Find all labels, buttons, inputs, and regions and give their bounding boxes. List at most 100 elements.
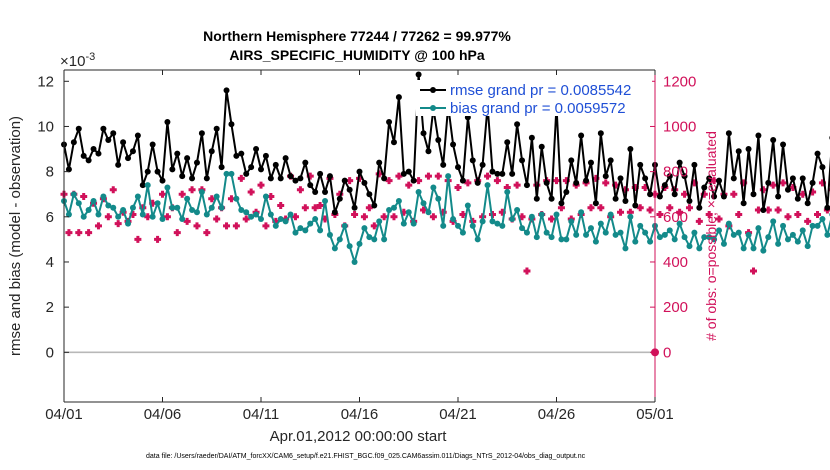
rmse-point xyxy=(85,157,92,164)
rmse-point xyxy=(543,179,550,186)
rmse-point xyxy=(100,125,107,132)
rmse-point xyxy=(523,182,530,189)
rmse-point xyxy=(568,157,575,164)
rmse-point xyxy=(780,141,787,148)
obs-marker xyxy=(178,190,186,198)
rmse-point xyxy=(331,209,338,216)
rmse-point xyxy=(381,175,388,182)
obs-marker xyxy=(114,220,122,228)
obs-marker xyxy=(636,204,644,212)
bias-point xyxy=(784,236,791,243)
bias-point xyxy=(95,211,102,218)
bias-point xyxy=(519,225,526,232)
bias-point xyxy=(154,200,161,207)
rmse-point xyxy=(164,118,171,125)
obs-marker xyxy=(277,202,285,210)
rmse-point xyxy=(159,177,166,184)
rmse-point xyxy=(489,168,496,175)
bias-point xyxy=(706,234,713,241)
obs-marker xyxy=(553,177,560,185)
y2-tick-label: 1200 xyxy=(663,73,696,90)
bias-point xyxy=(637,222,644,229)
obs-marker xyxy=(262,222,270,230)
obs-marker xyxy=(321,215,329,223)
rmse-point xyxy=(578,132,585,139)
bias-point xyxy=(474,236,481,243)
rmse-point xyxy=(105,137,112,144)
y2-tick-label: 400 xyxy=(663,254,688,271)
rmse-point xyxy=(696,204,703,211)
bias-point xyxy=(573,231,580,238)
bias-point xyxy=(804,243,811,250)
y2-axis-label: # of obs: o=possible; ×=evaluated xyxy=(703,131,719,341)
rmse-point xyxy=(272,161,279,168)
obs-marker xyxy=(203,229,211,237)
obs-marker xyxy=(676,208,684,216)
obs-marker xyxy=(592,174,600,182)
bias-point xyxy=(661,231,668,238)
obs-marker xyxy=(400,208,408,216)
bias-point xyxy=(819,216,826,223)
bias-point xyxy=(725,220,732,227)
obs-marker xyxy=(144,213,152,221)
rmse-point xyxy=(292,177,299,184)
obs-marker xyxy=(493,177,501,185)
y-tick-label: 8 xyxy=(46,164,54,181)
rmse-point xyxy=(277,175,284,182)
obs-marker xyxy=(710,177,718,185)
legend-box xyxy=(416,80,652,116)
rmse-point xyxy=(459,177,466,184)
bias-point xyxy=(671,236,678,243)
bias-point xyxy=(568,218,575,225)
rmse-point xyxy=(302,159,309,166)
rmse-point xyxy=(149,141,156,148)
bias-point xyxy=(366,234,373,241)
bias-point xyxy=(824,231,830,238)
rmse-point xyxy=(415,71,422,78)
obs-marker xyxy=(617,208,625,216)
bias-point xyxy=(420,200,427,207)
bias-point xyxy=(499,222,506,229)
obs-marker xyxy=(794,211,802,219)
bias-point xyxy=(331,245,338,252)
rmse-point xyxy=(509,170,516,177)
rmse-point xyxy=(819,164,826,171)
obs-marker xyxy=(291,213,299,221)
obs-marker xyxy=(621,186,629,194)
x-tick-label: 04/06 xyxy=(144,406,182,423)
rmse-point xyxy=(193,159,200,166)
rmse-point xyxy=(745,146,752,153)
obs-marker xyxy=(597,204,605,212)
obs-marker xyxy=(193,222,201,230)
rmse-point xyxy=(558,200,565,207)
obs-marker xyxy=(385,177,393,185)
obs-marker xyxy=(316,202,324,210)
obs-marker xyxy=(439,208,447,216)
bias-point xyxy=(262,193,269,200)
obs-marker xyxy=(464,179,472,187)
bias-point xyxy=(287,211,294,218)
bias-point xyxy=(307,220,314,227)
bias-point xyxy=(243,209,250,216)
obs-marker xyxy=(626,208,634,216)
bias-point xyxy=(341,222,348,229)
bias-point xyxy=(233,195,240,202)
chart-marks xyxy=(60,71,830,357)
obs-marker xyxy=(75,229,83,237)
bias-point xyxy=(676,220,683,227)
rmse-point xyxy=(189,175,196,182)
bias-point xyxy=(553,211,560,218)
x-tick-label: 04/16 xyxy=(341,406,379,423)
obs-marker xyxy=(109,186,117,194)
bias-point xyxy=(189,207,196,214)
obs-marker xyxy=(666,204,674,212)
obs-marker xyxy=(533,181,541,189)
rmse-point xyxy=(287,173,294,180)
obs-marker xyxy=(779,179,787,187)
obs-marker xyxy=(562,177,570,185)
bias-point xyxy=(203,211,210,218)
obs-marker xyxy=(242,215,250,223)
obs-marker xyxy=(700,190,708,198)
bias-point xyxy=(253,211,260,218)
obs-marker xyxy=(173,229,181,237)
